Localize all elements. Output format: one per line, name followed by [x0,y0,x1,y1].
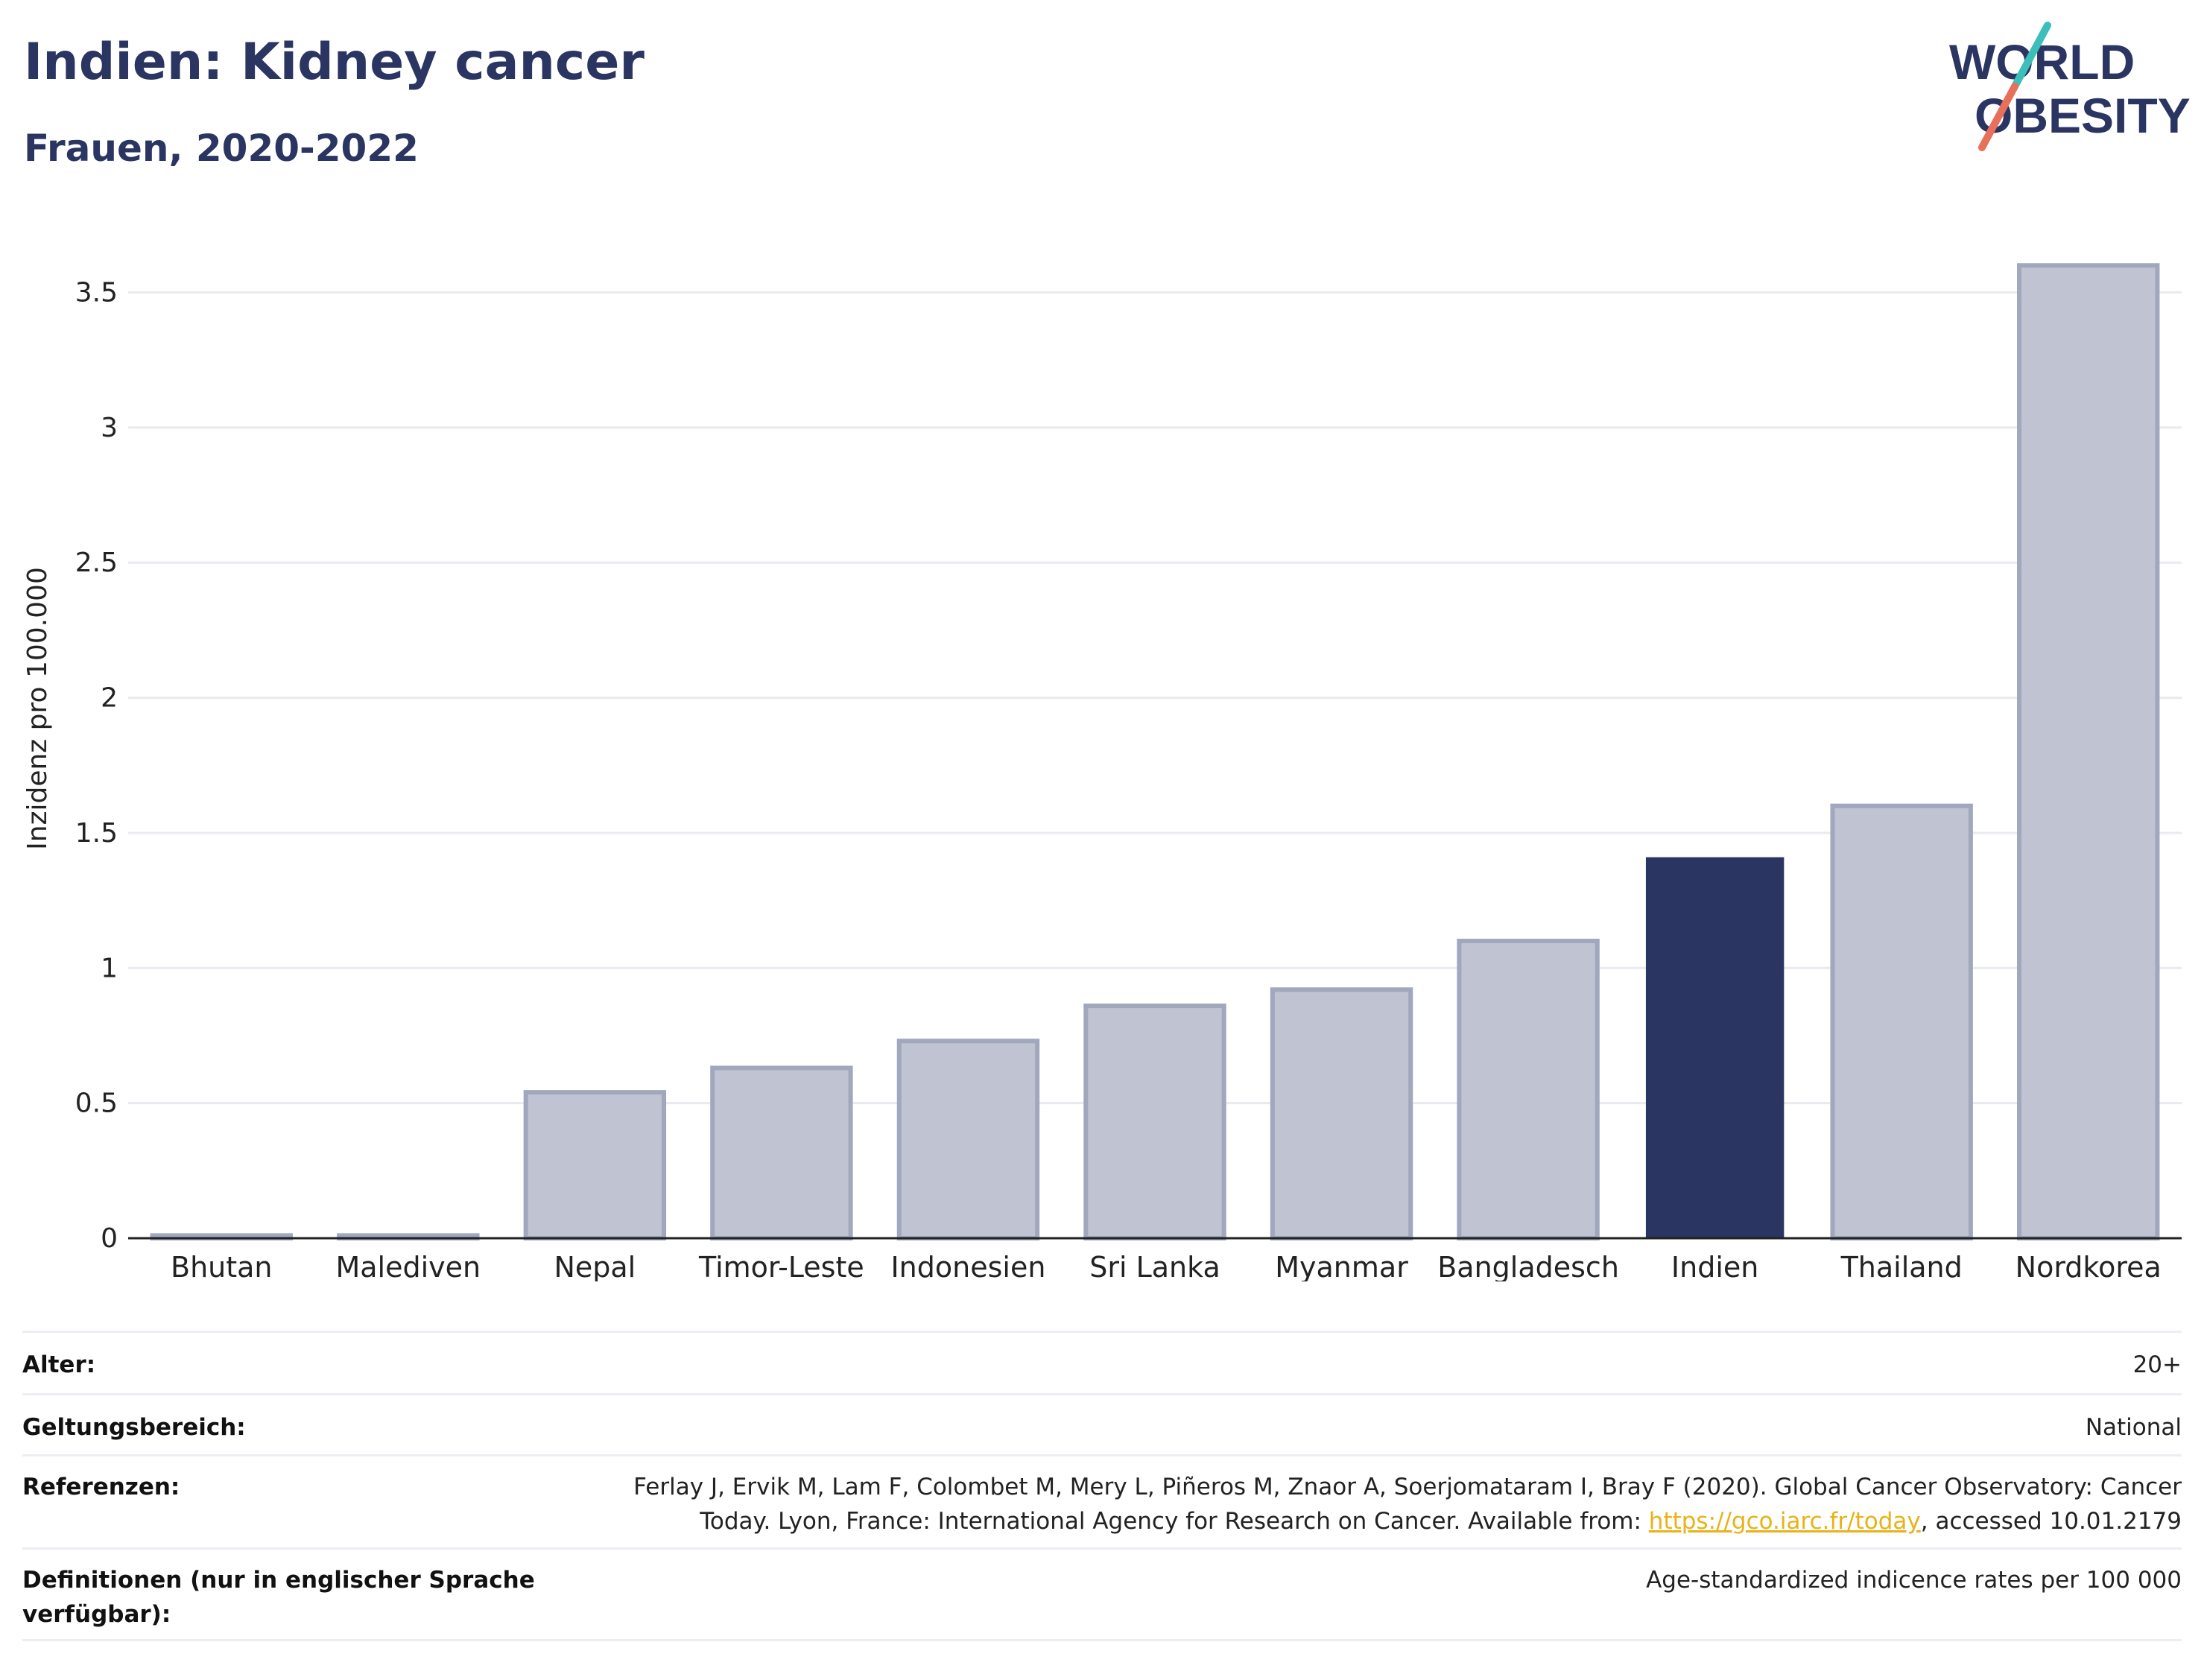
x-tick-label: Sri Lanka [1089,1251,1220,1281]
x-tick-label: Bangladesch [1437,1251,1619,1281]
y-tick-label: 0 [101,1223,118,1254]
bar-nepal [523,1090,667,1240]
meta-label-definitions: Definitionen (nur in englischer Sprache … [22,1563,535,1632]
axes: 0 0.5 1 1.5 2 2.5 3 3.5 Bhutan Malediven Nepal Timo… [75,278,2182,1281]
y-tick-label: 0.5 [75,1088,118,1119]
definitions-label-line-1: Definitionen (nur in englischer Sprache [22,1567,535,1594]
y-tick-label: 3.5 [75,278,118,308]
x-tick-label: Timor-Leste [698,1251,864,1281]
x-tick-label: Nepal [554,1251,636,1281]
metadata-table: Alter: 20+ Geltungsbereich: National Ref… [22,1331,2182,1641]
x-tick-label: Indien [1671,1251,1758,1281]
meta-row-age: Alter: 20+ [22,1331,2182,1393]
bar-bangladesch [1457,939,1600,1240]
meta-value-scope: National [2085,1414,2182,1441]
meta-label-age: Alter: [22,1351,96,1378]
world-obesity-logo: WORLD OBESITY [1949,22,2191,151]
bar-thailand [1830,803,1973,1240]
x-tick-label: Bhutan [171,1251,273,1281]
meta-row-definitions: Definitionen (nur in englischer Sprache … [22,1547,2182,1641]
y-tick-label: 1.5 [75,818,118,849]
x-tick-label: Myanmar [1275,1251,1408,1281]
bar-indonesien [896,1039,1040,1241]
x-tick-label: Indonesien [890,1251,1045,1281]
bar-myanmar [1270,987,1413,1240]
y-tick-label: 1 [101,953,118,983]
x-tick-label: Thailand [1840,1251,1963,1281]
definitions-label-line-2: verfügbar): [22,1601,171,1628]
bars [150,263,2160,1241]
y-tick-label: 2 [101,683,118,714]
reference-line-2: Today. Lyon, France: International Agenc… [633,1504,2182,1538]
reference-text-after-link: , accessed 10.01.2179 [1920,1508,2182,1535]
reference-text-before-link: Today. Lyon, France: International Agenc… [700,1508,1649,1535]
logo-slash-teal [2011,22,2051,90]
meta-row-references: Referenzen: Ferlay J, Ervik M, Lam F, Co… [22,1454,2182,1547]
bar-sri-lanka [1083,1004,1226,1240]
logo-text-world: WORLD [1949,34,2135,89]
chart-subtitle: Frauen, 2020-2022 [24,127,419,170]
bar-indien [1645,857,1785,1238]
bar-timor-leste [710,1065,853,1241]
y-tick-label: 2.5 [75,548,118,578]
y-tick-label: 3 [101,413,118,443]
reference-link[interactable]: https://gco.iarc.fr/today [1648,1508,1921,1535]
bar-nordkorea [2017,263,2160,1241]
meta-label-scope: Geltungsbereich: [22,1414,246,1441]
chart-title: Indien: Kidney cancer [24,33,645,92]
logo-slash-coral [1978,83,2018,151]
meta-value-references: Ferlay J, Ervik M, Lam F, Colombet M, Me… [633,1470,2182,1538]
reference-line-1: Ferlay J, Ervik M, Lam F, Colombet M, Me… [633,1474,2182,1500]
x-tick-label: Nordkorea [2015,1251,2162,1281]
x-tick-label: Malediven [335,1251,481,1281]
meta-value-age: 20+ [2132,1351,2182,1378]
meta-label-references: Referenzen: [22,1474,180,1500]
y-axis-label: Inzidenz pro 100.000 [22,567,53,850]
meta-row-scope: Geltungsbereich: National [22,1393,2182,1454]
meta-value-definitions: Age-standardized indicence rates per 100… [1646,1567,2182,1594]
bar-chart: 0 0.5 1 1.5 2 2.5 3 3.5 Bhutan Malediven Nepal Timo… [22,263,2182,1281]
